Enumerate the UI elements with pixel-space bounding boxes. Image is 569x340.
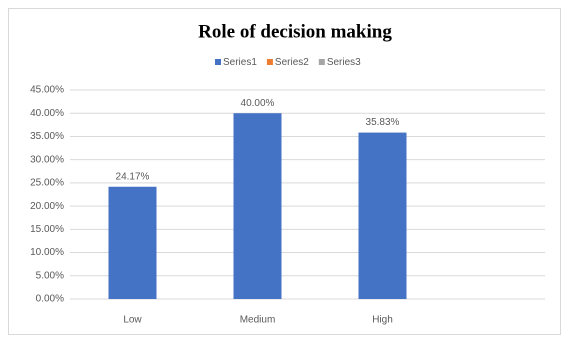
legend-label: Series1 [223, 57, 257, 68]
legend-label: Series3 [327, 57, 361, 68]
data-label: 24.17% [116, 171, 150, 182]
x-tick-label: Low [123, 315, 142, 326]
y-tick-label: 25.00% [30, 178, 64, 189]
bar [358, 132, 407, 299]
bar [233, 113, 282, 299]
y-tick-label: 40.00% [30, 108, 64, 119]
y-tick-label: 45.00% [30, 85, 64, 96]
bar [108, 186, 157, 299]
legend-swatch [215, 59, 221, 65]
legend-swatch [318, 59, 325, 65]
x-tick-label: High [372, 315, 393, 326]
legend-label: Series2 [275, 57, 309, 68]
y-tick-label: 35.00% [30, 131, 64, 142]
data-label: 40.00% [241, 98, 275, 109]
y-tick-label: 15.00% [30, 224, 64, 235]
chart-title: Role of decision making [198, 21, 392, 42]
y-tick-label: 20.00% [30, 201, 64, 212]
y-tick-label: 0.00% [36, 294, 64, 305]
y-tick-label: 5.00% [36, 270, 64, 281]
chart-frame [8, 8, 561, 335]
data-label: 35.83% [366, 117, 400, 128]
x-tick-label: Medium [240, 315, 276, 326]
y-tick-label: 30.00% [30, 154, 64, 165]
y-tick-label: 10.00% [30, 247, 64, 258]
legend-swatch [266, 59, 273, 65]
